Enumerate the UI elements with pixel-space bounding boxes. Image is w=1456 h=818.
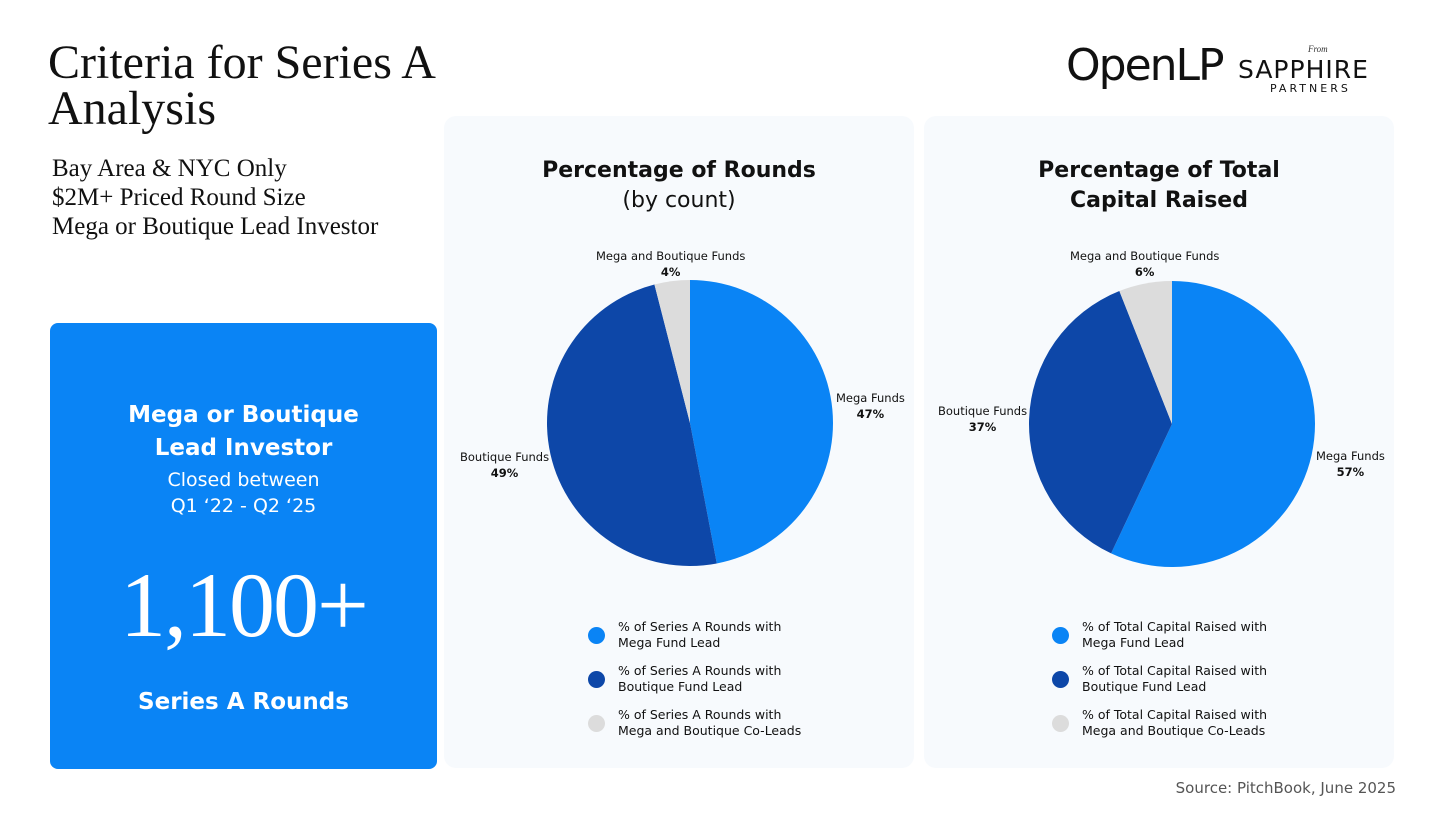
criteria-item: $2M+ Priced Round Size xyxy=(52,184,306,211)
slice-label-boutique: Boutique Funds 37% xyxy=(938,403,1027,435)
criteria-item: Bay Area & NYC Only xyxy=(52,155,287,182)
criteria-list: Bay Area & NYC Only $2M+ Priced Round Si… xyxy=(52,154,432,241)
slice-pct: 49% xyxy=(490,466,519,480)
pie-slice-mega-funds xyxy=(690,280,833,564)
slice-name: Boutique Funds xyxy=(460,450,550,464)
logo-from-text: From xyxy=(1308,44,1328,54)
stat-number: 1,100+ xyxy=(120,554,369,656)
slice-pct: 4% xyxy=(660,265,681,279)
slice-name: Mega Funds xyxy=(1316,449,1385,463)
stat-subtitle: Closed between Q1 ‘22 - Q2 ‘25 xyxy=(50,467,437,519)
slice-label-mega: Mega Funds 47% xyxy=(836,390,905,422)
slice-name: Mega and Boutique Funds xyxy=(1070,249,1220,263)
legend-swatch xyxy=(1052,715,1069,732)
slice-label-mega-boutique: Mega and Boutique Funds 4% xyxy=(596,248,745,280)
stat-heading-line: Lead Investor xyxy=(154,435,333,461)
slice-label-boutique: Boutique Funds 49% xyxy=(460,449,549,481)
pie-slice-mega-and-boutique-funds xyxy=(654,280,690,423)
chart-subtitle: (by count) xyxy=(622,188,736,213)
slice-pct: 57% xyxy=(1336,465,1365,479)
legend-item: % of Series A Rounds with Mega Fund Lead xyxy=(588,619,888,663)
stat-heading-line: Mega or Boutique xyxy=(128,402,359,428)
sapphire-logo: SAPPHIRE xyxy=(1238,55,1369,84)
legend-swatch xyxy=(588,627,605,644)
legend-item: % of Total Capital Raised with Boutique … xyxy=(1052,663,1352,707)
chart-legend: % of Series A Rounds with Mega Fund Lead… xyxy=(588,619,888,751)
chart-panel-capital: Percentage of Total Capital Raised Mega … xyxy=(924,116,1394,768)
legend-swatch xyxy=(588,671,605,688)
stat-footer: Series A Rounds xyxy=(138,689,349,715)
openlp-logo: OpenLP xyxy=(1066,40,1225,91)
pie-chart-capital xyxy=(1029,281,1315,567)
legend-swatch xyxy=(588,715,605,732)
chart-title: Percentage of Total Capital Raised xyxy=(944,156,1374,216)
chart-title-text: Percentage of Rounds xyxy=(542,158,816,183)
chart-legend: % of Total Capital Raised with Mega Fund… xyxy=(1052,619,1352,751)
chart-title: Percentage of Rounds (by count) xyxy=(464,156,894,216)
pie-slice-boutique-funds xyxy=(547,284,717,566)
criteria-item: Mega or Boutique Lead Investor xyxy=(52,213,379,240)
slice-name: Mega and Boutique Funds xyxy=(596,249,746,263)
legend-label: % of Total Capital Raised with Boutique … xyxy=(1082,663,1268,694)
pie-slice-boutique-funds xyxy=(1029,291,1172,554)
legend-item: % of Total Capital Raised with Mega Fund… xyxy=(1052,619,1352,663)
partners-logo-text: PARTNERS xyxy=(1270,82,1351,95)
pie-slice-mega-funds xyxy=(1111,281,1315,567)
page-title: Criteria for Series A Analysis xyxy=(48,36,434,135)
legend-label: % of Series A Rounds with Boutique Fund … xyxy=(618,663,782,694)
stat-heading: Mega or Boutique Lead Investor xyxy=(50,399,437,465)
legend-swatch xyxy=(1052,627,1069,644)
legend-item: % of Total Capital Raised with Mega and … xyxy=(1052,707,1352,751)
slice-name: Boutique Funds xyxy=(938,404,1028,418)
chart-title-text: Percentage of Total Capital Raised xyxy=(1038,158,1280,213)
slice-name: Mega Funds xyxy=(836,391,905,405)
legend-item: % of Series A Rounds with Mega and Bouti… xyxy=(588,707,888,751)
slice-pct: 37% xyxy=(968,420,997,434)
slice-label-mega: Mega Funds 57% xyxy=(1316,448,1385,480)
legend-label: % of Series A Rounds with Mega Fund Lead xyxy=(618,619,782,650)
slice-pct: 47% xyxy=(856,407,885,421)
legend-label: % of Total Capital Raised with Mega and … xyxy=(1082,707,1268,738)
legend-label: % of Series A Rounds with Mega and Bouti… xyxy=(618,707,802,738)
slice-label-mega-boutique: Mega and Boutique Funds 6% xyxy=(1070,248,1219,280)
stat-card: Mega or Boutique Lead Investor Closed be… xyxy=(50,323,437,769)
chart-panel-rounds: Percentage of Rounds (by count) Mega and… xyxy=(444,116,914,768)
slice-pct: 6% xyxy=(1134,265,1155,279)
stat-sub-line: Q1 ‘22 - Q2 ‘25 xyxy=(170,495,317,517)
legend-swatch xyxy=(1052,671,1069,688)
legend-item: % of Series A Rounds with Boutique Fund … xyxy=(588,663,888,707)
source-note: Source: PitchBook, June 2025 xyxy=(1175,779,1396,797)
pie-chart-rounds xyxy=(547,280,833,566)
pie-slice-mega-and-boutique-funds xyxy=(1119,281,1172,424)
legend-label: % of Total Capital Raised with Mega Fund… xyxy=(1082,619,1268,650)
stat-sub-line: Closed between xyxy=(167,469,320,491)
